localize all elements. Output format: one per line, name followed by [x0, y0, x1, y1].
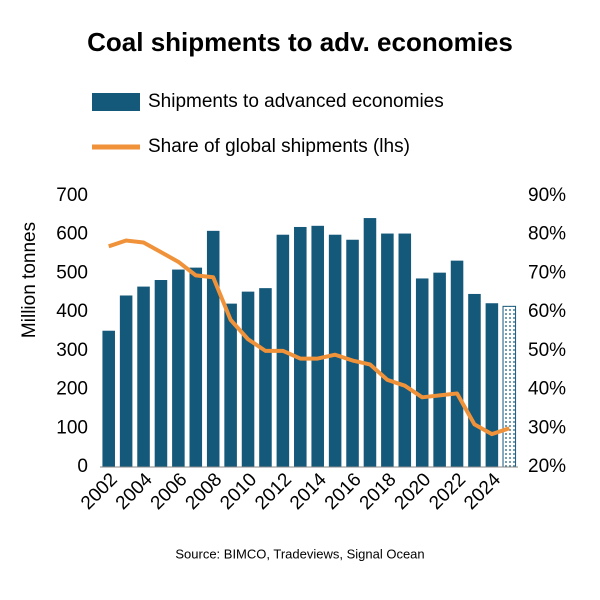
source: Source: BIMCO, Tradeviews, Signal Ocean	[175, 546, 424, 561]
y2-tick-label: 40%	[528, 379, 566, 400]
y2-tick-label: 60%	[528, 301, 566, 322]
x-tick-label: 2010	[216, 469, 261, 514]
bar	[346, 239, 359, 467]
x-tick-label: 2012	[251, 469, 296, 514]
legend-swatch	[92, 93, 140, 111]
bar	[415, 278, 429, 467]
bar	[259, 288, 272, 467]
y-tick-label: 400	[56, 301, 88, 322]
bar	[294, 226, 307, 467]
y-tick-label: 0	[77, 456, 88, 477]
y2-tick-label: 30%	[528, 417, 566, 438]
x-tick-label: 2016	[321, 469, 366, 514]
y-axis-label: Million tonnes	[19, 222, 40, 338]
bar	[468, 293, 481, 467]
x-tick-label: 2018	[356, 469, 401, 514]
y2-tick-label: 20%	[528, 456, 566, 477]
y-tick-label: 700	[56, 185, 88, 206]
bar	[433, 272, 446, 467]
bar	[172, 269, 185, 467]
x-tick-label: 2006	[147, 469, 192, 514]
bar	[102, 330, 115, 467]
x-tick-label: 2022	[425, 469, 470, 514]
x-tick-label: 2020	[391, 469, 436, 514]
bar	[119, 295, 133, 467]
bar	[328, 234, 342, 467]
x-tick-label: 2008	[182, 469, 227, 514]
x-tick-label: 2014	[286, 469, 331, 514]
y2-tick-label: 50%	[528, 340, 566, 361]
bar	[154, 280, 168, 467]
x-tick-label: 2024	[460, 469, 505, 514]
bar	[206, 230, 220, 467]
y-tick-label: 500	[56, 262, 88, 283]
bar	[381, 233, 394, 467]
y2-tick-label: 80%	[528, 224, 566, 245]
y-tick-label: 300	[56, 340, 88, 361]
bar	[189, 267, 203, 467]
bar	[363, 218, 377, 467]
legend-label: Shipments to advanced economies	[148, 91, 444, 112]
y2-tick-label: 90%	[528, 185, 566, 206]
legend-label: Share of global shipments (lhs)	[148, 136, 410, 157]
line	[108, 238, 510, 437]
y-tick-label: 600	[56, 224, 88, 245]
x-tick-label: 2004	[112, 469, 157, 514]
chart-title: Coal shipments to adv. economies	[87, 27, 513, 57]
bar	[450, 260, 464, 467]
bar	[398, 233, 412, 467]
bar	[241, 291, 255, 467]
bar	[502, 305, 517, 468]
bar	[224, 303, 237, 467]
y-tick-label: 200	[56, 379, 88, 400]
y-tick-label: 100	[56, 417, 88, 438]
bar	[485, 303, 499, 467]
y2-tick-label: 70%	[528, 262, 566, 283]
bar	[137, 286, 150, 467]
bar	[311, 225, 324, 467]
